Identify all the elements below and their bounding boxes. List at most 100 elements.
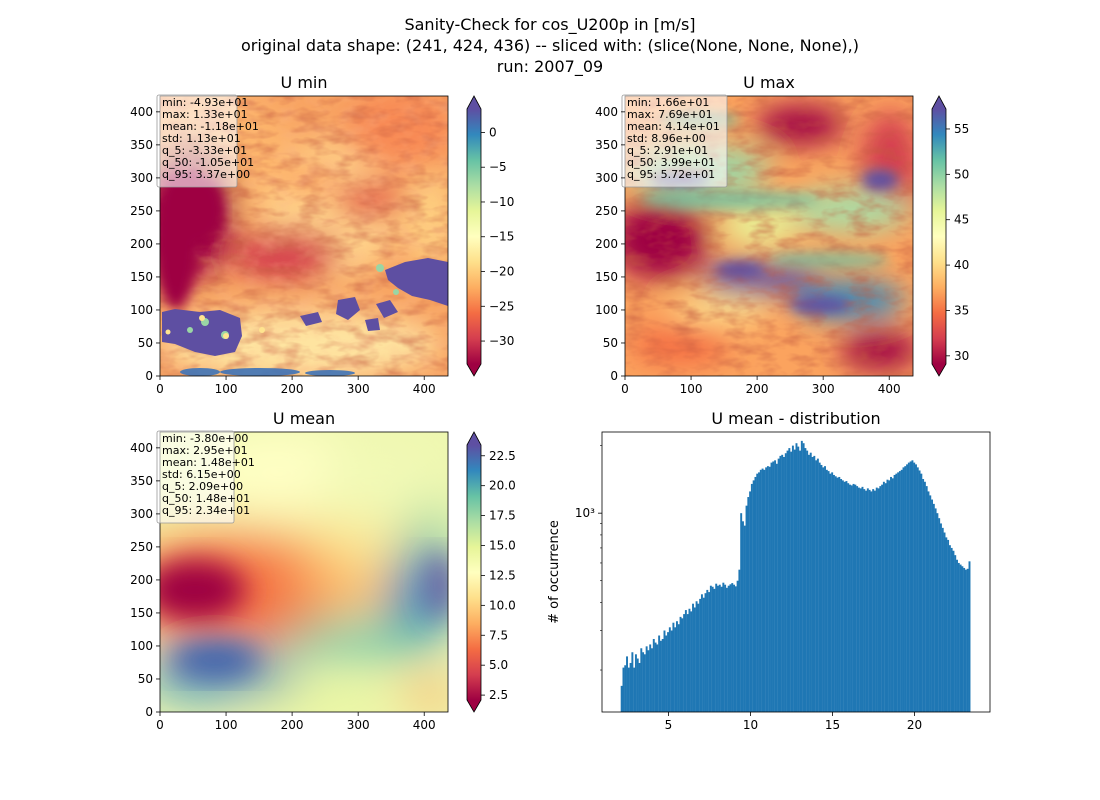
histogram-bar: [815, 460, 818, 712]
colorbar-u-max: [931, 95, 947, 377]
stats-box-u-max: min: 1.66e+01 max: 7.69e+01 mean: 4.14e+…: [621, 94, 728, 188]
histogram-bar: [938, 518, 941, 712]
y-tick-label: 150: [595, 270, 618, 284]
histogram-bar: [827, 471, 830, 712]
histogram-bar: [661, 638, 664, 712]
panel-title-u-min: U min: [281, 73, 328, 92]
figure-title-line-1: Sanity-Check for cos_U200p in [m/s]: [404, 15, 695, 35]
histogram-bar: [765, 467, 768, 712]
histogram-bar: [845, 481, 848, 712]
histogram-bar: [936, 513, 939, 712]
histogram-bar: [854, 484, 857, 712]
stat-min: min: 1.66e+01: [627, 96, 709, 109]
histogram-bar: [868, 489, 871, 712]
histogram-bar: [724, 584, 727, 712]
histogram-bar: [734, 586, 737, 712]
stat-max: max: 1.33e+01: [162, 108, 248, 121]
histogram-bar: [727, 585, 730, 712]
histogram-bar: [788, 448, 791, 712]
colorbar-tick-label: 40: [954, 258, 969, 272]
stat-std: std: 1.13e+01: [162, 132, 241, 145]
histogram-bar: [882, 481, 885, 712]
y-tick-label: 10³: [575, 506, 595, 520]
histogram-bar: [640, 648, 643, 712]
histogram-bar: [658, 635, 661, 712]
histogram-bar: [906, 464, 909, 712]
histogram-bar: [836, 477, 839, 712]
histogram-bar: [686, 614, 689, 712]
y-tick-label: 100: [130, 303, 153, 317]
histogram-bar: [627, 667, 630, 712]
histogram-bar: [647, 650, 650, 712]
histogram-bars: [620, 440, 971, 712]
histogram-bar: [818, 462, 821, 712]
histogram-bar: [645, 646, 648, 712]
histogram-bar: [791, 445, 794, 712]
histogram-bar: [902, 467, 905, 712]
histogram-bar: [790, 451, 793, 712]
axes-frame-u-mean: [159, 431, 449, 713]
panel-u-mean-distribution: U mean - distribution # of occurrence: [547, 409, 991, 713]
stats-box-u-min: min: -4.93e+01 max: 1.33e+01 mean: -1.18…: [156, 94, 259, 188]
x-tick-label: 200: [746, 382, 769, 396]
axes-frame-distribution: [601, 431, 991, 713]
histogram-bar: [715, 583, 718, 712]
histogram-bar: [857, 487, 860, 712]
histogram-bar: [968, 561, 971, 712]
histogram-bar: [620, 685, 623, 712]
histogram-bar: [729, 584, 732, 712]
x-tick-label: 0: [156, 382, 164, 396]
colorbar-tick-label: −15: [489, 230, 514, 244]
colorbar-extend-bottom: [467, 700, 481, 712]
x-tick-label: 100: [680, 382, 703, 396]
histogram-bar: [932, 503, 935, 712]
histogram-bar: [909, 461, 912, 712]
histogram-bar: [711, 586, 714, 712]
histogram-bar: [643, 654, 646, 712]
histogram-bar: [674, 627, 677, 712]
histogram-bar: [652, 638, 655, 712]
y-tick-label: 0: [145, 705, 153, 719]
y-tick-label: 400: [130, 105, 153, 119]
axis-ticks: 0 100 200 300 4000501001502002503003504000−5…: [130, 105, 969, 732]
histogram-bar: [959, 564, 962, 712]
histogram-bar: [656, 644, 659, 712]
histogram-bar: [900, 469, 903, 712]
histogram-bar: [738, 569, 741, 712]
colorbar-tick-label: 2.5: [489, 688, 508, 702]
histogram-bar: [775, 463, 778, 712]
histogram-bar: [872, 489, 875, 712]
histogram-bar: [706, 589, 709, 712]
stat-std: std: 6.15e+00: [162, 468, 241, 481]
histogram-bar: [747, 497, 750, 712]
histogram-bar: [961, 566, 964, 712]
colorbar-tick-label: 10.0: [489, 598, 516, 612]
histogram-bar: [816, 458, 819, 712]
x-tick-label: 300: [347, 382, 370, 396]
y-tick-label: 400: [130, 441, 153, 455]
panel-u-min: U min: [156, 73, 449, 377]
histogram-bar: [663, 630, 666, 712]
histogram-bar: [922, 478, 925, 712]
figure-title: Sanity-Check for cos_U200p in [m/s] orig…: [241, 15, 859, 77]
histogram-bar: [622, 667, 625, 712]
histogram-bar: [633, 667, 636, 712]
x-tick-label: 100: [215, 382, 238, 396]
histogram-bar: [929, 495, 932, 712]
y-tick-label: 250: [130, 540, 153, 554]
stat-std: std: 8.96e+00: [627, 132, 706, 145]
histogram-bar: [945, 537, 948, 712]
histogram-bar: [722, 582, 725, 712]
histogram-bar: [756, 473, 759, 712]
histogram-bar: [718, 584, 721, 712]
histogram-bar: [877, 488, 880, 712]
histogram-bar: [850, 485, 853, 712]
histogram-bar: [799, 450, 802, 712]
colorbar-tick-label: 7.5: [489, 628, 508, 642]
histogram-bar: [793, 449, 796, 712]
histogram-bar: [750, 483, 753, 712]
histogram-bar: [943, 532, 946, 712]
histogram-bar: [754, 476, 757, 712]
histogram-bar: [784, 453, 787, 712]
